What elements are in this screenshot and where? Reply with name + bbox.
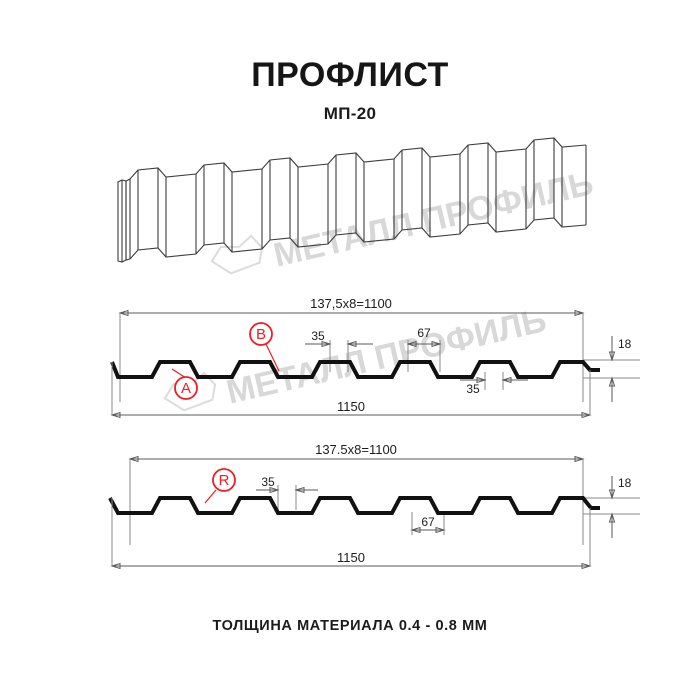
- marker-a-label: A: [181, 380, 191, 397]
- dim-rib-67-top: 67: [406, 326, 442, 372]
- dim-1150-label-bottom: 1150: [337, 550, 365, 565]
- dim-overall-pitch-bottom: 137.5x8=1100: [128, 442, 585, 545]
- dim-flange-35-bottom: 35: [256, 475, 318, 510]
- marker-b-label: B: [256, 326, 266, 343]
- marker-r: R: [204, 468, 236, 504]
- dim-overall-pitch-top: 137,5x8=1100: [118, 296, 585, 402]
- dim-35-upper-label: 35: [311, 329, 325, 343]
- profile-outline-bottom: [108, 496, 600, 515]
- dim-18-label-bottom: 18: [618, 476, 632, 490]
- dim-pitch-label-bottom: 137.5x8=1100: [315, 442, 397, 457]
- dim-flange-35-upper: 35: [305, 329, 373, 372]
- dim-18-label-top: 18: [618, 337, 632, 351]
- dim-35-lower-label: 35: [466, 382, 480, 396]
- dim-total-width-bottom: 1150: [110, 498, 592, 570]
- iso-sheet-body: [117, 137, 587, 263]
- dim-1150-label-top: 1150: [337, 399, 365, 414]
- marker-r-label: R: [219, 472, 230, 489]
- dim-flange-35-lower: 35: [460, 372, 528, 396]
- dim-height-18-top: 18: [583, 336, 640, 402]
- page-title: ПРОФЛИСТ: [251, 56, 449, 94]
- marker-a: A: [171, 368, 198, 400]
- marker-b: B: [249, 322, 280, 372]
- dim-rib-67-bottom: 67: [410, 512, 446, 535]
- dim-67-label-bottom: 67: [421, 515, 435, 529]
- model-designation: МП-20: [323, 104, 377, 123]
- dim-height-18-bottom: 18: [583, 476, 640, 538]
- dim-67-label-top: 67: [417, 326, 431, 340]
- dim-35-bottom-label: 35: [261, 475, 275, 489]
- profile-outline-top: [110, 360, 600, 379]
- dim-pitch-label-top: 137,5x8=1100: [310, 296, 392, 311]
- material-thickness-note: ТОЛЩИНА МАТЕРИАЛА 0.4 - 0.8 ММ: [212, 618, 488, 634]
- dim-total-width-top: 1150: [110, 362, 592, 419]
